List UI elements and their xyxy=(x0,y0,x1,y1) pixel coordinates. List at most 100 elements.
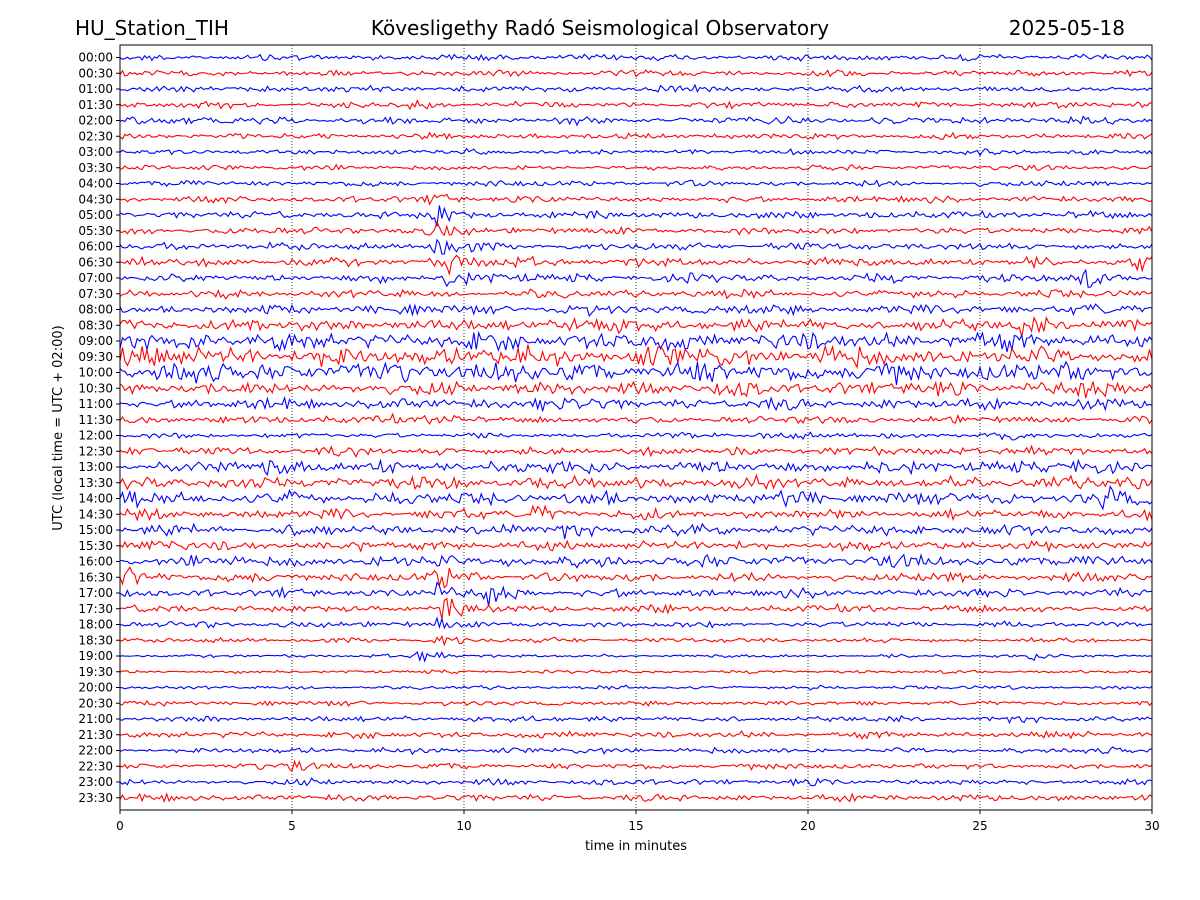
trace-1330 xyxy=(120,473,1152,491)
y-tick-label: 04:30 xyxy=(78,192,113,206)
trace-0330 xyxy=(120,163,1152,172)
y-tick-label: 18:00 xyxy=(78,618,113,632)
trace-0930 xyxy=(120,344,1152,369)
trace-1230 xyxy=(120,444,1152,459)
y-tick-label: 23:00 xyxy=(78,775,113,789)
trace-0730 xyxy=(120,288,1152,300)
y-tick-label: 14:30 xyxy=(78,507,113,521)
trace-0500 xyxy=(120,205,1152,227)
y-tick-label: 13:30 xyxy=(78,476,113,490)
y-tick-label: 11:00 xyxy=(78,397,113,411)
y-tick-label: 14:00 xyxy=(78,492,113,506)
trace-0430 xyxy=(120,193,1152,206)
trace-1830 xyxy=(120,634,1152,647)
trace-1700 xyxy=(120,581,1152,607)
y-tick-label: 17:00 xyxy=(78,586,113,600)
y-tick-label: 00:00 xyxy=(78,51,113,65)
y-tick-label: 12:00 xyxy=(78,429,113,443)
y-tick-label: 17:30 xyxy=(78,602,113,616)
y-tick-label: 05:30 xyxy=(78,224,113,238)
trace-1900 xyxy=(120,650,1152,664)
seismic-traces xyxy=(120,53,1152,803)
y-tick-label: 16:30 xyxy=(78,570,113,584)
trace-1400 xyxy=(120,485,1152,511)
y-tick-label: 22:00 xyxy=(78,744,113,758)
x-axis-ticks: 0 5 10 15 20 25 30 xyxy=(116,810,1160,833)
trace-0130 xyxy=(120,98,1152,111)
trace-0030 xyxy=(120,69,1152,78)
y-tick-label: 07:30 xyxy=(78,287,113,301)
y-tick-label: 21:00 xyxy=(78,712,113,726)
trace-1030 xyxy=(120,380,1152,399)
y-tick-label: 04:00 xyxy=(78,177,113,191)
trace-0230 xyxy=(120,131,1152,141)
y-tick-label: 19:00 xyxy=(78,649,113,663)
y-tick-label: 02:00 xyxy=(78,114,113,128)
trace-1930 xyxy=(120,669,1152,675)
trace-2030 xyxy=(120,699,1152,707)
trace-0200 xyxy=(120,115,1152,127)
trace-1130 xyxy=(120,412,1152,425)
trace-0600 xyxy=(120,238,1152,255)
trace-1600 xyxy=(120,553,1152,569)
trace-2100 xyxy=(120,714,1152,725)
y-tick-label: 12:30 xyxy=(78,444,113,458)
y-tick-label: 03:30 xyxy=(78,161,113,175)
trace-0830 xyxy=(120,315,1152,338)
x-tick-label: 5 xyxy=(288,819,296,833)
station-title: HU_Station_TIH xyxy=(75,16,229,40)
trace-0630 xyxy=(120,254,1152,276)
trace-1500 xyxy=(120,522,1152,540)
trace-2230 xyxy=(120,759,1152,773)
y-tick-label: 00:30 xyxy=(78,66,113,80)
trace-1430 xyxy=(120,504,1152,522)
trace-0900 xyxy=(120,330,1152,353)
trace-1300 xyxy=(120,458,1152,477)
trace-1530 xyxy=(120,539,1152,553)
y-tick-label: 02:30 xyxy=(78,129,113,143)
trace-1800 xyxy=(120,616,1152,630)
x-tick-label: 15 xyxy=(628,819,643,833)
trace-1100 xyxy=(120,395,1152,412)
y-tick-label: 01:30 xyxy=(78,98,113,112)
y-tick-label: 11:30 xyxy=(78,413,113,427)
y-tick-label: 18:30 xyxy=(78,633,113,647)
trace-2130 xyxy=(120,730,1152,740)
trace-1630 xyxy=(120,566,1152,589)
x-tick-label: 0 xyxy=(116,819,124,833)
y-tick-label: 10:30 xyxy=(78,381,113,395)
x-tick-label: 30 xyxy=(1144,819,1159,833)
y-tick-label: 05:00 xyxy=(78,208,113,222)
trace-1200 xyxy=(120,431,1152,441)
x-tick-label: 25 xyxy=(972,819,987,833)
trace-0000 xyxy=(120,53,1152,62)
y-tick-label: 22:30 xyxy=(78,759,113,773)
x-axis-label: time in minutes xyxy=(585,839,687,854)
trace-1000 xyxy=(120,360,1152,386)
trace-0800 xyxy=(120,303,1152,318)
y-tick-label: 21:30 xyxy=(78,728,113,742)
y-tick-label: 15:00 xyxy=(78,523,113,537)
trace-1730 xyxy=(120,597,1152,620)
y-tick-label: 08:00 xyxy=(78,303,113,317)
y-tick-label: 16:00 xyxy=(78,555,113,569)
trace-2000 xyxy=(120,684,1152,691)
y-tick-label: 07:00 xyxy=(78,271,113,285)
observatory-title: Kövesligethy Radó Seismological Observat… xyxy=(371,16,829,40)
y-tick-label: 19:30 xyxy=(78,665,113,679)
y-tick-label: 09:30 xyxy=(78,350,113,364)
trace-2200 xyxy=(120,746,1152,756)
x-tick-label: 20 xyxy=(800,819,815,833)
y-tick-label: 15:30 xyxy=(78,539,113,553)
y-tick-label: 09:00 xyxy=(78,334,113,348)
y-tick-label: 01:00 xyxy=(78,82,113,96)
y-tick-label: 06:30 xyxy=(78,255,113,269)
y-tick-label: 20:30 xyxy=(78,696,113,710)
y-tick-label: 06:00 xyxy=(78,240,113,254)
y-tick-label: 08:30 xyxy=(78,318,113,332)
trace-0530 xyxy=(120,220,1152,237)
trace-0700 xyxy=(120,268,1152,288)
y-tick-label: 10:00 xyxy=(78,366,113,380)
